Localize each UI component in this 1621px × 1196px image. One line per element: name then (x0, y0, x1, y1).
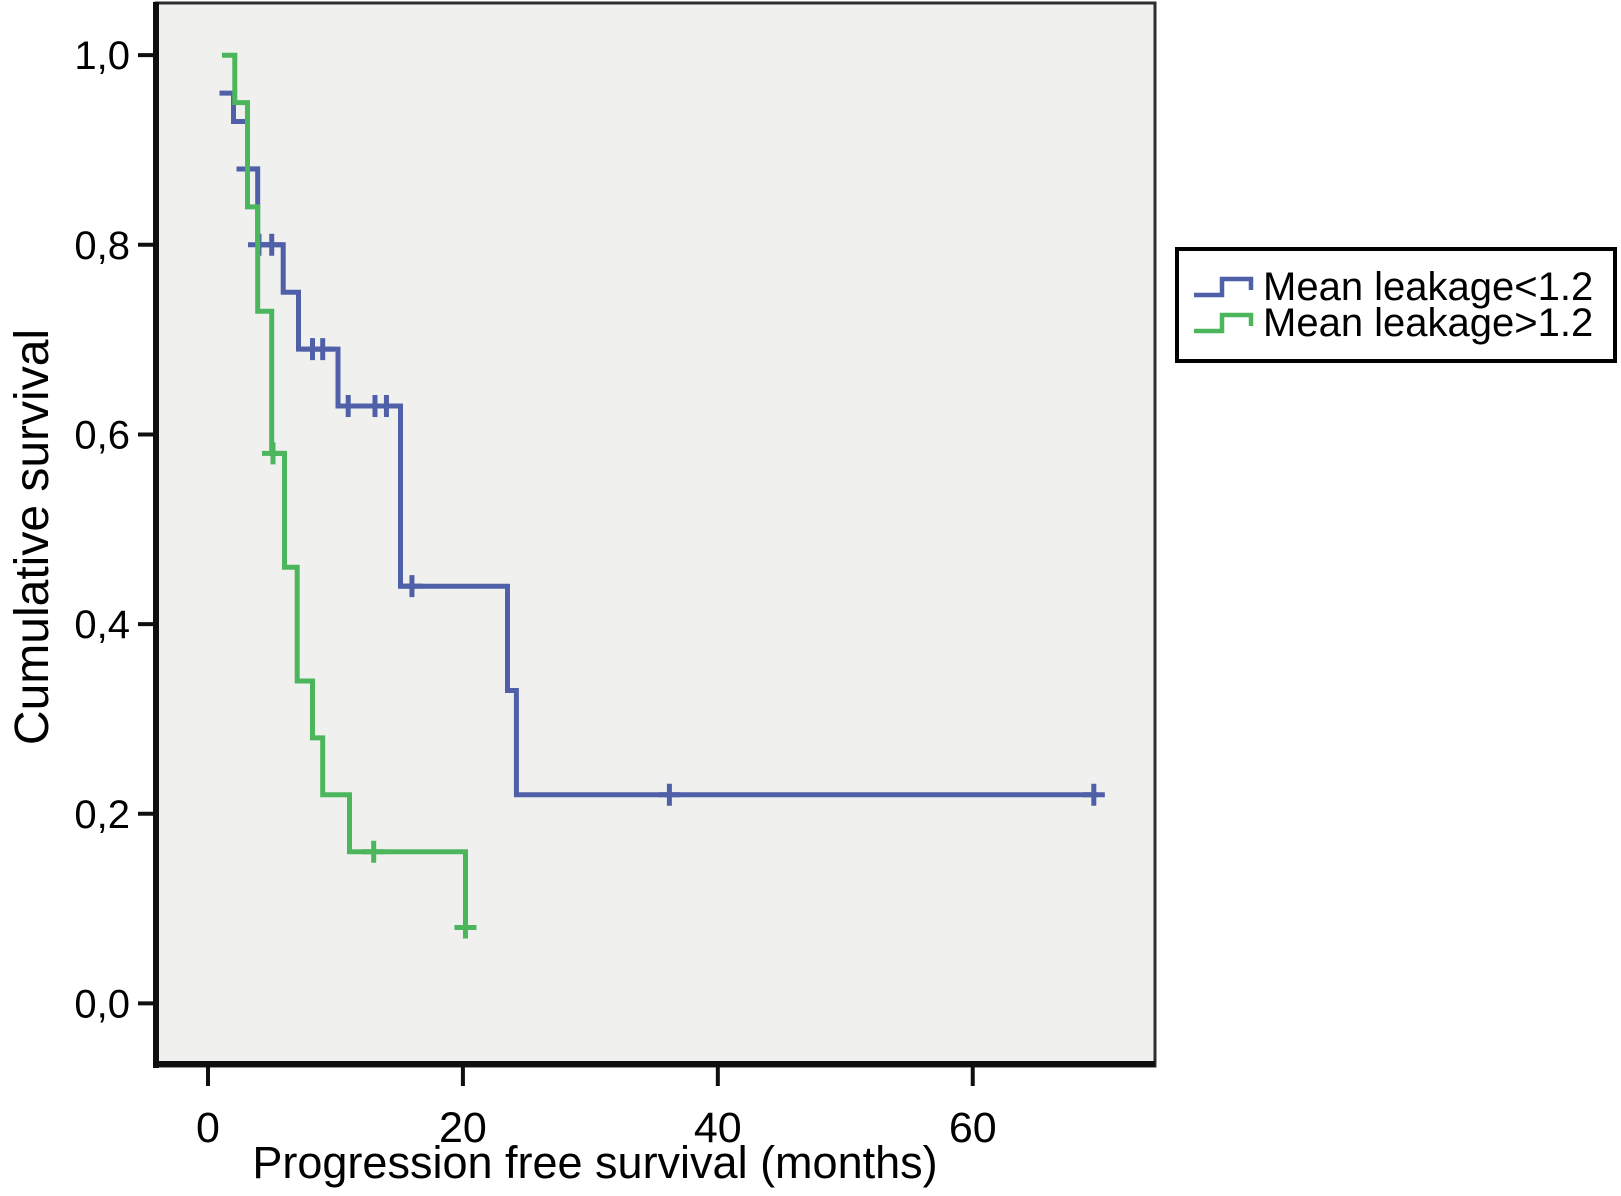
censor-plus-mark (375, 395, 398, 418)
y-tick-label: 1,0 (74, 34, 130, 78)
censor-plus-mark (400, 575, 423, 598)
censor-plus-mark (362, 840, 385, 863)
y-tick-label: 0,8 (74, 224, 130, 268)
censor-plus-mark (260, 233, 283, 256)
y-tick-label: 0,0 (74, 982, 130, 1026)
x-axis-ticks: 0 20 40 60 (196, 1066, 997, 1152)
km-curve-series-1 (222, 52, 468, 928)
censor-plus-mark (454, 916, 477, 939)
censor-plus-mark (311, 338, 334, 361)
km-step-icon-blue (1194, 276, 1254, 298)
y-axis-ticks: 0,0 0,2 0,4 0,6 0,8 1,0 (74, 34, 156, 1026)
y-tick-label: 0,2 (74, 793, 130, 837)
legend-label: Mean leakage<1.2 (1263, 265, 1594, 309)
censor-plus-mark (337, 395, 360, 418)
plot-frame (153, 2, 1155, 1068)
y-axis-title: Cumulative survival (6, 329, 59, 745)
x-tick-label: 40 (694, 1104, 742, 1152)
legend: Mean leakage<1.2 Mean leakage>1.2 (1175, 247, 1617, 363)
censor-plus-mark (1082, 783, 1105, 806)
km-step-icon-green (1194, 312, 1254, 334)
survival-curves (219, 52, 1105, 939)
plot-area (154, 1, 1157, 1068)
censor-plus-mark (262, 442, 285, 465)
x-tick-label: 60 (949, 1104, 997, 1152)
x-tick-label: 0 (196, 1104, 220, 1152)
y-tick-label: 0,4 (74, 603, 130, 647)
censor-plus-mark (658, 783, 681, 806)
legend-row: Mean leakage>1.2 (1193, 301, 1613, 345)
legend-label: Mean leakage>1.2 (1263, 301, 1594, 345)
x-tick-label: 20 (439, 1104, 487, 1152)
legend-row: Mean leakage<1.2 (1193, 265, 1613, 309)
x-axis-title: Progression free survival (months) (252, 1137, 937, 1188)
y-tick-label: 0,6 (74, 413, 130, 457)
